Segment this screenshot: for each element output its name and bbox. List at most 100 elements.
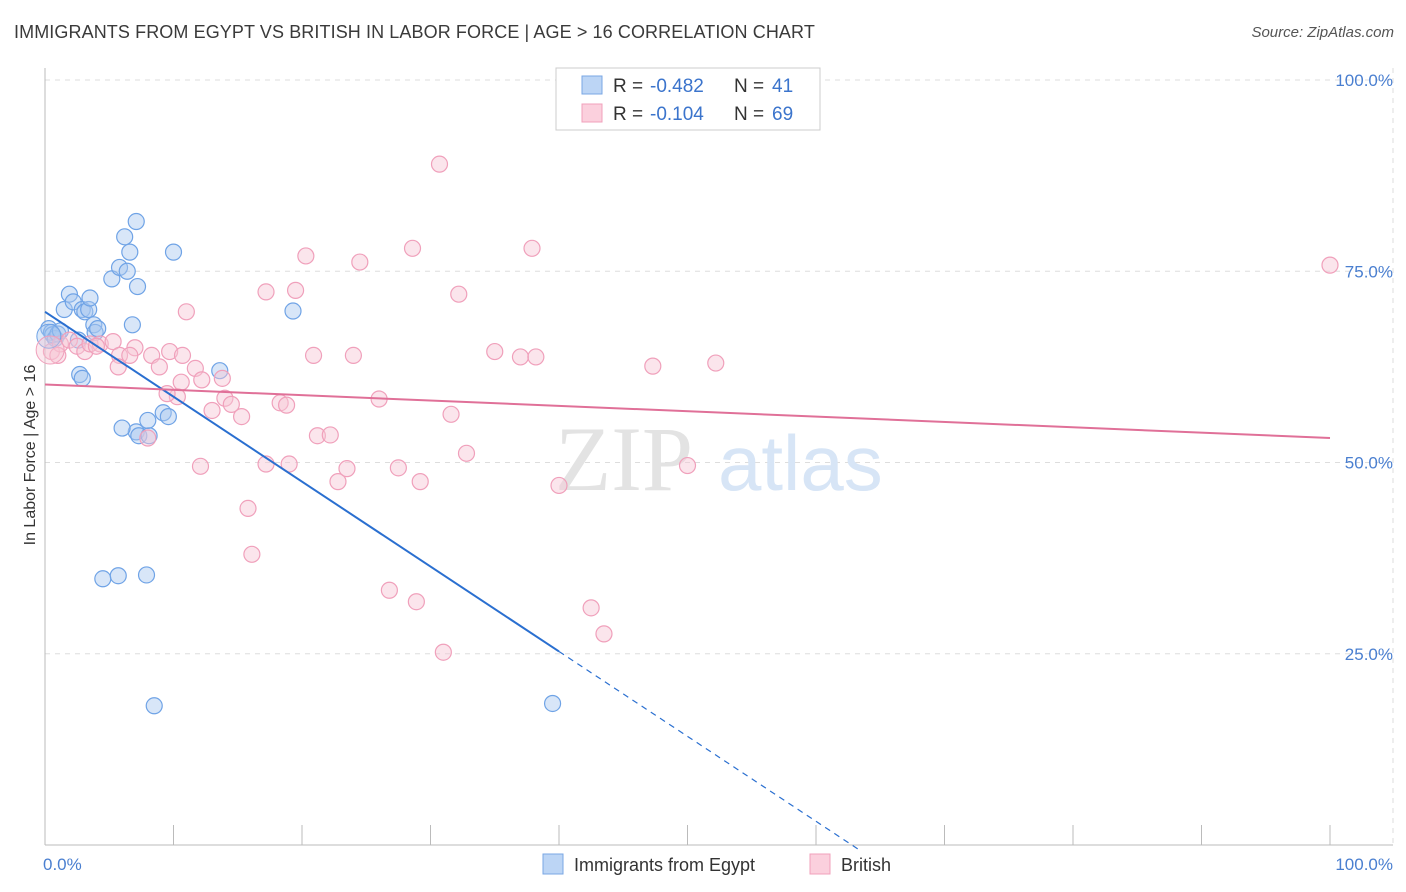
x-tick-label-0: 0.0%: [43, 855, 82, 874]
point-blue-27: [164, 243, 183, 261]
watermark-zip: ZIP: [555, 408, 693, 510]
point-blue-36: [109, 567, 127, 585]
point-blue-38: [145, 697, 163, 715]
point-pink-11: [150, 358, 168, 376]
point-pink-57: [550, 476, 568, 495]
point-pink-54: [511, 348, 530, 366]
point-pink-37: [321, 426, 339, 444]
point-pink-22: [139, 429, 157, 447]
point-pink-46: [407, 593, 425, 611]
bottom-legend-swatch-british: [809, 853, 831, 875]
point-blue-26: [128, 277, 147, 296]
point-pink-53: [486, 342, 504, 361]
point-pink-30: [277, 396, 296, 414]
legend-r-label-2: R =: [613, 104, 643, 125]
legend-n-value-2: 69: [772, 104, 793, 125]
point-pink-19: [216, 389, 234, 407]
chart-title: IMMIGRANTS FROM EGYPT VS BRITISH IN LABO…: [14, 22, 815, 42]
point-pink-33: [257, 283, 275, 301]
bottom-legend: Immigrants from Egypt British: [542, 853, 891, 875]
y-tick-label-50: 50.0%: [1345, 454, 1393, 473]
point-pink-58: [582, 599, 600, 617]
trend-line-british: [44, 383, 1331, 440]
x-tick-label-100: 100.0%: [1335, 855, 1393, 874]
watermark-atlas: atlas: [718, 419, 883, 507]
watermark: ZIP atlas: [555, 408, 883, 510]
legend-swatch-pink: [581, 103, 603, 123]
point-blue-20: [110, 258, 129, 277]
trend-lines: [44, 310, 1331, 852]
point-pink-39: [338, 460, 356, 478]
point-pink-40: [351, 253, 369, 271]
legend-r-label-1: R =: [613, 76, 643, 97]
point-blue-16: [89, 320, 107, 338]
point-blue-37: [137, 566, 156, 584]
point-pink-17: [177, 303, 195, 321]
point-pink-65: [121, 346, 139, 364]
point-pink-35: [304, 346, 323, 364]
legend-n-value-1: 41: [772, 76, 793, 97]
point-pink-21: [222, 395, 240, 413]
point-cluster-pink: [35, 335, 65, 365]
legend-swatch-blue: [581, 75, 603, 95]
point-pink-43: [380, 581, 398, 599]
point-pink-56: [527, 348, 545, 366]
point-pink-16: [193, 371, 211, 389]
point-blue-13: [81, 289, 99, 307]
point-pink-55: [523, 239, 541, 257]
legend-n-label-2: N =: [734, 104, 764, 125]
data-points: [35, 155, 1339, 715]
point-pink-63: [1321, 256, 1339, 274]
point-pink-52: [457, 444, 476, 462]
point-pink-50: [442, 405, 460, 423]
point-blue-40: [284, 302, 302, 320]
point-pink-48: [430, 155, 449, 173]
point-blue-22: [118, 262, 136, 280]
point-pink-34: [297, 247, 315, 265]
legend-box: R = -0.482 N = 41 R = -0.104 N = 69: [555, 67, 821, 131]
point-blue-34: [139, 411, 157, 430]
tick-labels: 100.0% 75.0% 50.0% 25.0% 0.0% 100.0%: [43, 71, 1393, 874]
legend-r-value-2: -0.104: [650, 104, 704, 125]
point-pink-31: [286, 281, 305, 299]
source-label: Source: ZipAtlas.com: [1251, 24, 1394, 41]
point-blue-41: [543, 694, 562, 713]
point-blue-35: [94, 570, 112, 588]
point-pink-68: [49, 346, 67, 364]
point-pink-23: [172, 373, 190, 391]
point-blue-33: [113, 419, 131, 437]
point-pink-47: [411, 473, 429, 491]
point-blue-25: [127, 212, 145, 231]
y-tick-label-75: 75.0%: [1345, 262, 1393, 281]
legend-r-value-1: -0.482: [650, 76, 704, 97]
point-pink-51: [450, 285, 468, 303]
trend-line-egypt: [44, 310, 560, 653]
legend-n-label-1: N =: [734, 76, 764, 97]
point-pink-62: [707, 354, 725, 372]
y-tick-label-100: 100.0%: [1335, 71, 1393, 90]
point-pink-44: [389, 459, 407, 477]
point-pink-59: [595, 625, 613, 643]
point-pink-7: [104, 333, 122, 351]
point-pink-18: [213, 369, 231, 387]
point-pink-12: [161, 342, 179, 361]
point-pink-26: [239, 499, 257, 517]
point-blue-23: [121, 243, 139, 261]
trend-line-egypt-extension: [558, 650, 862, 852]
point-pink-38: [329, 473, 347, 491]
point-pink-24: [191, 457, 210, 475]
point-pink-45: [403, 239, 422, 257]
point-pink-20: [203, 401, 221, 420]
axes: [44, 68, 1393, 846]
bottom-legend-egypt: Immigrants from Egypt: [574, 855, 755, 875]
point-pink-49: [434, 643, 452, 661]
y-axis-label: In Labor Force | Age > 16: [22, 365, 39, 546]
point-blue-21: [116, 228, 134, 246]
point-blue-29: [159, 408, 177, 426]
point-blue-18: [73, 369, 91, 387]
point-pink-25: [233, 408, 251, 426]
point-pink-60: [644, 357, 662, 375]
point-pink-41: [344, 346, 362, 364]
bottom-legend-british: British: [841, 855, 891, 875]
